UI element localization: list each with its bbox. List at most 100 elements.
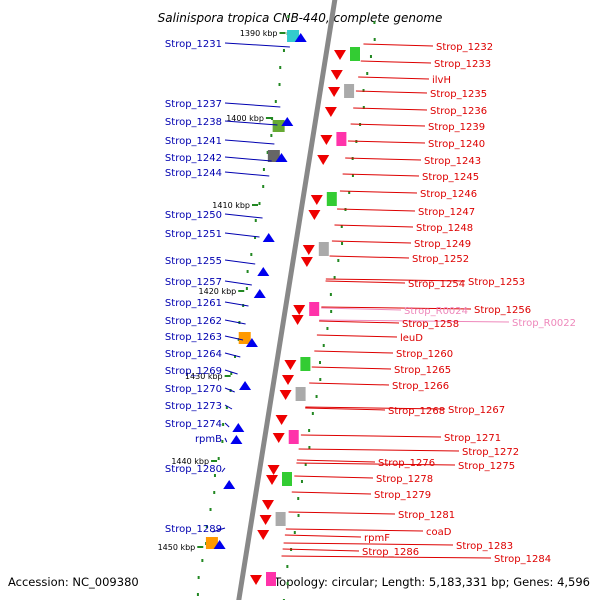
- reverse-gene-arrow: [257, 530, 270, 540]
- right-gene-label: coaD: [426, 527, 452, 538]
- right-label-leader: [311, 366, 392, 370]
- tick-mark: [297, 514, 300, 517]
- tick-mark: [366, 72, 369, 75]
- right-label-leader: [321, 307, 402, 311]
- forward-gene-arrow: [223, 480, 236, 489]
- tick-mark: [286, 582, 289, 585]
- reverse-gene-arrow: [302, 245, 315, 255]
- right-gene-label: Strop_1236: [430, 106, 487, 117]
- right-label-leader: [337, 208, 416, 212]
- right-gene-label: Strop_1284: [494, 554, 551, 565]
- right-gene-label: Strop_1243: [424, 156, 481, 167]
- left-label-leader: [221, 467, 226, 473]
- scale-label: 1420 kbp: [199, 287, 237, 296]
- right-label-leader: [294, 475, 374, 479]
- map-title: Salinispora tropica CNB-440, complete ge…: [158, 11, 443, 25]
- left-gene-label: Strop_1231: [165, 39, 222, 50]
- right-gene-label: Strop_R0022: [512, 318, 576, 329]
- right-gene-label: Strop_1252: [412, 254, 469, 265]
- right-label-leader: [355, 90, 428, 94]
- reverse-gene-arrow: [330, 70, 343, 80]
- reverse-gene-arrow: [275, 415, 288, 425]
- tick-mark: [278, 83, 281, 86]
- left-gene-label: Strop_1257: [165, 277, 222, 288]
- reverse-gene-block: [275, 512, 286, 526]
- right-label-leader: [298, 448, 460, 452]
- right-label-leader: [281, 555, 492, 559]
- forward-gene-arrow: [294, 33, 307, 42]
- tick-mark: [287, 15, 290, 18]
- tick-mark: [329, 293, 332, 296]
- reverse-gene-arrow: [308, 210, 321, 220]
- scale-label: 1440 kbp: [171, 457, 209, 466]
- right-gene-label: Strop_1286: [362, 547, 419, 558]
- reverse-gene-arrow: [334, 50, 346, 60]
- right-label-leader: [325, 278, 466, 282]
- reverse-gene-block: [318, 242, 329, 256]
- right-label-leader: [291, 491, 372, 495]
- right-gene-label: ilvH: [432, 75, 451, 86]
- reverse-gene-arrow: [291, 315, 304, 325]
- genome-backbone: [236, 0, 338, 600]
- right-gene-label: rpmF: [364, 533, 390, 544]
- reverse-gene-block: [309, 302, 320, 316]
- tick-mark: [254, 236, 257, 239]
- right-gene-label: Strop_1240: [428, 139, 485, 150]
- right-gene-label: Strop_1248: [416, 223, 473, 234]
- left-label-leader: [224, 213, 263, 219]
- accession-label: Accession: NC_009380: [8, 575, 139, 589]
- tick-mark: [230, 372, 233, 375]
- right-label-leader: [358, 76, 430, 80]
- left-gene-label: Strop_1264: [165, 349, 222, 360]
- reverse-gene-arrow: [320, 135, 333, 145]
- tick-mark: [213, 474, 216, 477]
- right-gene-label: Strop_1260: [396, 349, 453, 360]
- left-gene-label: Strop_1289: [165, 524, 222, 535]
- tick-mark: [333, 276, 336, 279]
- left-label-leader: [224, 156, 272, 162]
- tick-mark: [262, 185, 265, 188]
- forward-gene-arrow: [257, 267, 270, 276]
- tick-mark: [311, 412, 314, 415]
- forward-gene-arrow: [262, 233, 275, 242]
- reverse-gene-arrow: [324, 107, 337, 117]
- forward-gene-block: [238, 332, 251, 344]
- left-label-leader: [224, 232, 260, 238]
- reverse-gene-arrow: [328, 87, 341, 97]
- left-gene-label: Strop_1238: [165, 117, 222, 128]
- tick-mark: [250, 253, 253, 256]
- tick-mark: [246, 270, 249, 273]
- left-label-leader: [224, 120, 278, 126]
- right-gene-label: Strop_1235: [430, 89, 487, 100]
- left-label-leader: [224, 422, 230, 428]
- right-label-leader: [316, 334, 398, 338]
- left-label-leader: [224, 259, 256, 265]
- tick-mark: [221, 440, 224, 443]
- forward-gene-arrow: [281, 117, 294, 126]
- tick-mark: [234, 355, 236, 358]
- right-label-leader: [288, 511, 396, 515]
- forward-gene-block: [205, 537, 218, 549]
- left-label-leader: [224, 437, 228, 443]
- reverse-gene-arrow: [310, 195, 323, 205]
- left-label-leader: [224, 42, 290, 48]
- left-gene-label: Strop_1251: [165, 229, 222, 240]
- reverse-gene-arrow: [262, 500, 274, 510]
- right-gene-label: Strop_1267: [448, 405, 505, 416]
- tick-mark: [262, 168, 265, 171]
- forward-gene-block: [287, 30, 300, 42]
- right-gene-label: Strop_1245: [422, 172, 479, 183]
- forward-gene-arrow: [245, 338, 258, 347]
- tick-mark: [282, 49, 285, 52]
- right-label-leader: [350, 123, 426, 127]
- right-gene-label: Strop_1247: [418, 207, 475, 218]
- scale-label: 1430 kbp: [185, 372, 223, 381]
- right-label-leader: [334, 224, 414, 228]
- left-gene-label: Strop_1270: [165, 384, 222, 395]
- tick-mark: [308, 429, 311, 432]
- right-label-leader: [321, 306, 472, 310]
- left-label-leader: [224, 369, 238, 375]
- tick-mark: [362, 89, 365, 92]
- tick-mark: [258, 202, 261, 205]
- forward-gene-arrow: [253, 289, 266, 298]
